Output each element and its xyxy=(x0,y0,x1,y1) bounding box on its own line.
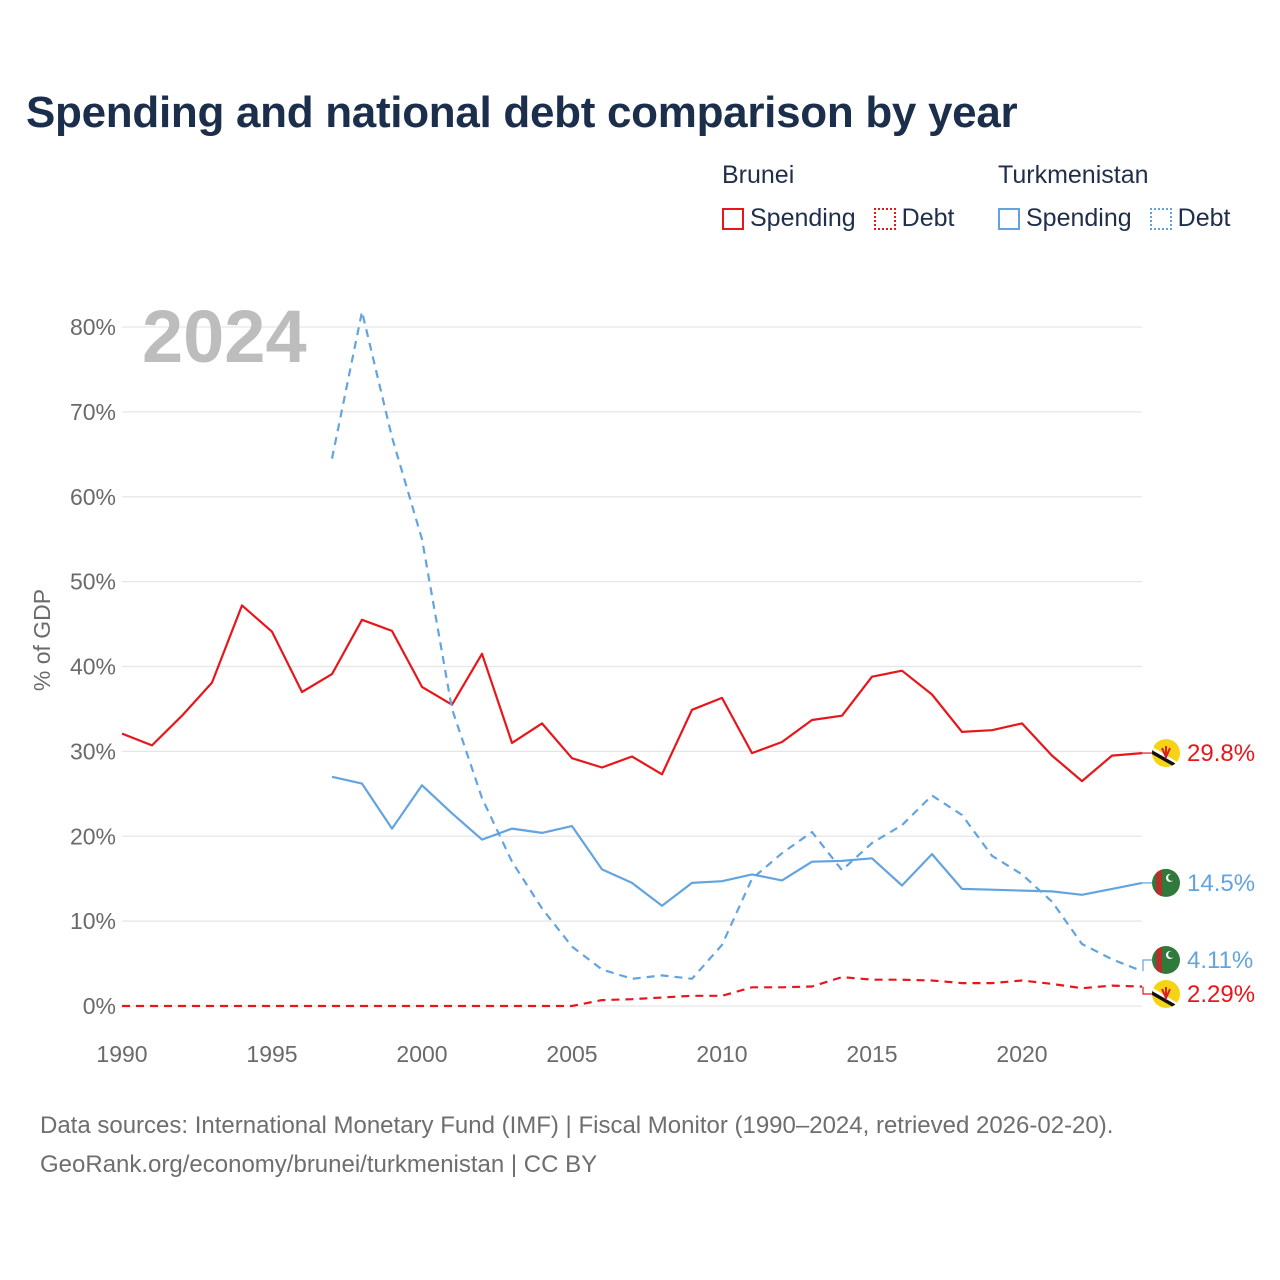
marker-layer: 29.8% 14.5% 4.11% 2.29% xyxy=(1142,739,1255,1008)
legend-country-brunei: Brunei xyxy=(722,161,795,189)
legend-item-brunei-spending[interactable]: Spending xyxy=(722,204,856,233)
legend-item-turkmenistan-spending[interactable]: Spending xyxy=(998,204,1132,233)
y-tick-label: 80% xyxy=(70,314,116,340)
end-marker-turkmenistan-spending: 14.5% xyxy=(1142,868,1255,897)
y-tick-label: 40% xyxy=(70,654,116,680)
y-tick-label: 30% xyxy=(70,738,116,764)
legend-swatch-dotted-icon xyxy=(1149,207,1172,230)
y-axis-title: % of GDP xyxy=(29,589,55,691)
end-value-label: 14.5% xyxy=(1187,870,1255,897)
legend-item-brunei-debt[interactable]: Debt xyxy=(873,204,955,233)
leader-line xyxy=(1142,986,1152,995)
legend-label: Spending xyxy=(1026,204,1132,232)
chart-title: Spending and national debt comparison by… xyxy=(26,88,1018,137)
legend-label: Debt xyxy=(1177,204,1231,232)
footer-link[interactable]: GeoRank.org/economy/brunei/turkmenistan … xyxy=(40,1151,598,1178)
series-line-turkmenistan-spending[interactable] xyxy=(331,775,1143,907)
footer-sources: Data sources: International Monetary Fun… xyxy=(40,1112,1114,1139)
x-tick-label: 2010 xyxy=(696,1041,747,1067)
legend-group-brunei: Brunei Spending Debt xyxy=(722,160,972,233)
footer: Data sources: International Monetary Fun… xyxy=(40,1106,1113,1184)
end-marker-turkmenistan-debt: 4.11% xyxy=(1142,946,1253,974)
series-line-turkmenistan-debt[interactable] xyxy=(330,310,1143,980)
brunei-flag-icon xyxy=(1152,739,1180,768)
legend-country-turkmenistan: Turkmenistan xyxy=(998,161,1149,189)
y-tick-label: 60% xyxy=(70,484,116,510)
series-layer xyxy=(121,310,1143,1008)
turkmenistan-flag-icon xyxy=(1152,868,1180,897)
x-tick-label: 2020 xyxy=(996,1041,1047,1067)
legend-swatch-solid-icon xyxy=(998,207,1020,230)
x-tick-label: 1990 xyxy=(96,1041,147,1067)
y-tick-label: 10% xyxy=(70,908,116,934)
x-tick-label: 1995 xyxy=(246,1041,297,1067)
brunei-flag-icon xyxy=(1152,980,1180,1008)
series-line-brunei-spending[interactable] xyxy=(121,604,1143,783)
end-value-label: 29.8% xyxy=(1187,740,1255,767)
y-tick-label: 20% xyxy=(70,823,116,849)
end-marker-brunei-spending: 29.8% xyxy=(1142,739,1255,768)
y-tick-label: 0% xyxy=(83,993,116,1019)
legend-group-turkmenistan: Turkmenistan Spending Debt xyxy=(998,160,1248,233)
year-watermark: 2024 xyxy=(142,295,307,378)
x-tick-label: 2015 xyxy=(846,1041,897,1067)
x-tick-label: 2005 xyxy=(546,1041,597,1067)
turkmenistan-flag-icon xyxy=(1152,946,1180,974)
legend-label: Debt xyxy=(901,204,955,232)
y-tick-label: 50% xyxy=(70,569,116,595)
leader-line xyxy=(1142,959,1152,972)
legend-swatch-dotted-icon xyxy=(873,207,896,230)
legend-swatch-solid-icon xyxy=(722,207,744,230)
grid-layer: 0% 10% 20% 30% 40% 50% 60% 70% 80% 1990 1995 2000 20… xyxy=(70,314,1142,1067)
end-value-label: 2.29% xyxy=(1187,981,1255,1008)
series-line-brunei-debt[interactable] xyxy=(122,975,1143,1008)
legend-item-turkmenistan-debt[interactable]: Debt xyxy=(1149,204,1231,233)
legend-label: Spending xyxy=(750,204,856,232)
y-tick-label: 70% xyxy=(70,399,116,425)
x-tick-label: 2000 xyxy=(396,1041,447,1067)
end-marker-brunei-debt: 2.29% xyxy=(1142,980,1255,1008)
end-value-label: 4.11% xyxy=(1187,947,1253,974)
